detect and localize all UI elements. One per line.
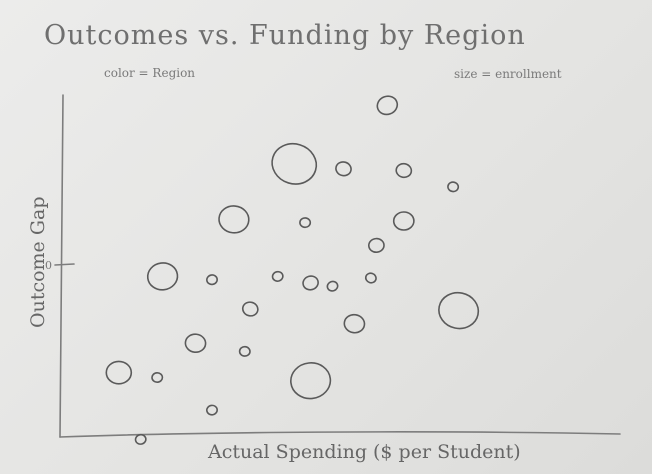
data-point-8 [368, 237, 385, 254]
data-point-10 [206, 274, 218, 286]
size-note: size = enrollment [454, 67, 562, 81]
data-point-9 [146, 262, 179, 291]
data-point-24 [134, 433, 147, 445]
data-point-20 [105, 360, 133, 385]
y-axis-line [59, 94, 64, 438]
data-points [105, 95, 480, 445]
data-point-6 [299, 217, 312, 229]
x-axis-label: Actual Spending ($ per Student) [207, 441, 521, 463]
data-point-14 [364, 272, 377, 284]
data-point-7 [392, 211, 415, 231]
data-point-17 [343, 313, 366, 334]
data-point-5 [218, 205, 250, 234]
y-ticks: 0 [45, 259, 75, 272]
y-tick-0 [54, 263, 75, 266]
data-point-2 [335, 161, 352, 177]
data-point-16 [438, 291, 480, 330]
data-point-21 [151, 371, 164, 384]
data-point-22 [290, 362, 332, 400]
y-axis-label: Outcome Gap [27, 197, 49, 329]
data-point-1 [271, 142, 318, 185]
data-point-12 [302, 275, 319, 291]
data-point-4 [447, 181, 460, 193]
data-point-19 [238, 345, 251, 357]
data-point-0 [376, 95, 399, 116]
data-point-15 [241, 301, 259, 317]
data-point-13 [326, 280, 339, 292]
data-point-11 [271, 270, 284, 282]
x-axis-line [59, 431, 621, 438]
color-note: color = Region [104, 66, 195, 80]
data-point-23 [206, 404, 218, 416]
chart-title: Outcomes vs. Funding by Region [44, 20, 526, 51]
y-tick-label-0: 0 [45, 259, 52, 272]
data-point-3 [395, 162, 413, 179]
data-point-18 [184, 333, 207, 354]
